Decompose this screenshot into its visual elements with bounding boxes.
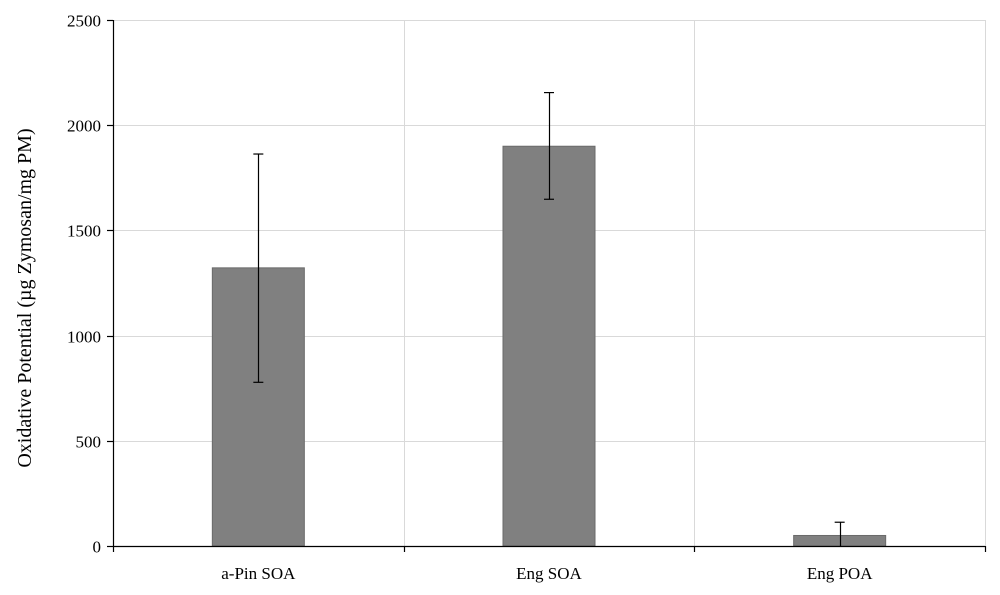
tick-labels: a-Pin SOA Eng SOA Eng POA 0 500 1000 1500 2000 2…: [67, 12, 873, 584]
bars: [211, 145, 887, 547]
bar-eng-soa: [502, 145, 596, 547]
y-tick-label-2500: 2500: [67, 12, 101, 31]
y-tick-label-1500: 1500: [67, 222, 101, 241]
x-tick-label-eng-poa: Eng POA: [807, 564, 873, 583]
y-tick-label-500: 500: [76, 433, 102, 452]
bar-eng-poa: [793, 534, 887, 547]
y-axis-title: Oxidative Potential (µg Zymosan/mg PM): [14, 128, 36, 467]
y-tick-label-1000: 1000: [67, 328, 101, 347]
y-tick-label-0: 0: [93, 538, 102, 557]
y-tick-label-2000: 2000: [67, 117, 101, 136]
x-tick-label-a-pin-soa: a-Pin SOA: [221, 564, 296, 583]
x-tick-label-eng-soa: Eng SOA: [516, 564, 582, 583]
axes: [107, 19, 987, 552]
error-bars: [253, 91, 845, 546]
